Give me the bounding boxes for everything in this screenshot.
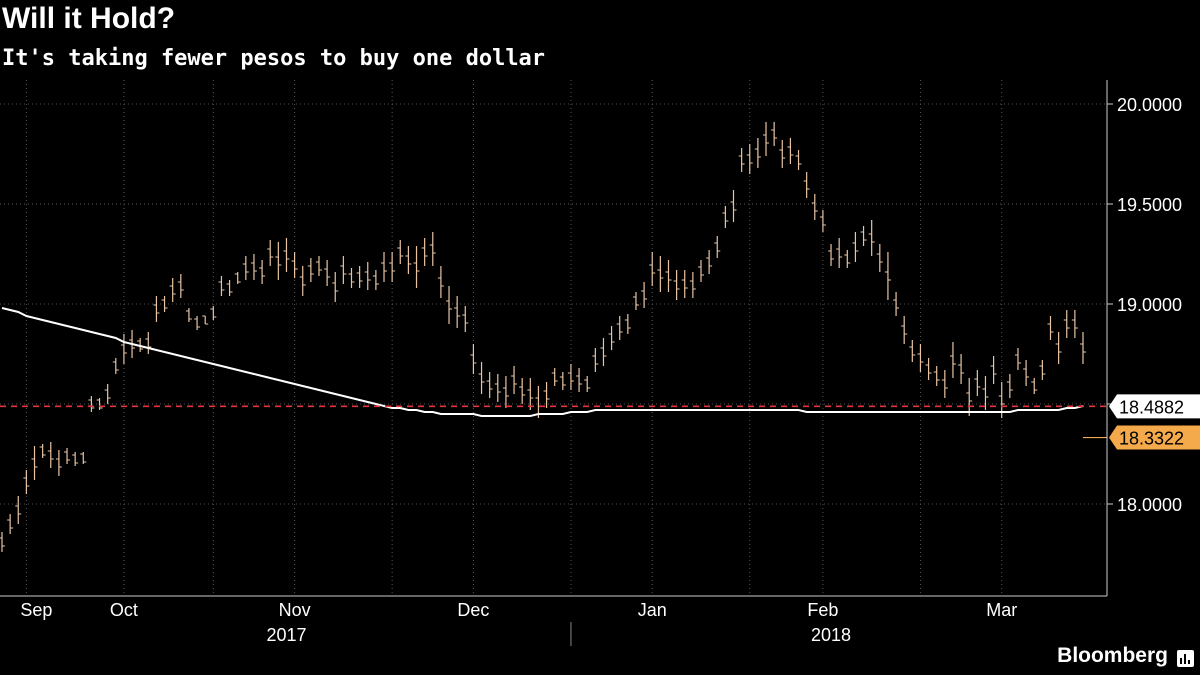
x-tick-label: Jan (638, 600, 667, 620)
x-tick-label: Feb (807, 600, 838, 620)
x-tick-label: Dec (457, 600, 489, 620)
last-value-label: 18.3322 (1119, 429, 1184, 449)
value-labels: 18.4882 18.3322 (1109, 394, 1200, 450)
x-tick-label: Nov (279, 600, 311, 620)
grid-layer (0, 80, 1107, 596)
moving-average-line (1, 307, 1084, 417)
x-tick-label: Mar (986, 600, 1017, 620)
last-value-label-bg (1109, 425, 1200, 450)
year-label: 2017 (266, 625, 306, 645)
reference-value-label: 18.4882 (1119, 397, 1184, 417)
y-tick-label: 20.0000 (1117, 95, 1182, 115)
axis-layer: 18.000018.500019.000019.500020.0000SepOc… (0, 80, 1182, 646)
reference-value-label-bg (1109, 394, 1200, 419)
chart-title: Will it Hold? (2, 2, 176, 35)
y-tick-label: 18.0000 (1117, 495, 1182, 515)
x-tick-label: Sep (20, 600, 52, 620)
bloomberg-chart-icon (1177, 650, 1194, 667)
y-tick-label: 19.0000 (1117, 295, 1182, 315)
price-bars (0, 122, 1107, 552)
chart-subtitle: It's taking fewer pesos to buy one dolla… (2, 46, 546, 71)
brand-logo-text: Bloomberg (1057, 644, 1168, 667)
year-label: 2018 (811, 625, 851, 645)
y-tick-label: 19.5000 (1117, 195, 1182, 215)
x-tick-label: Oct (110, 600, 138, 620)
